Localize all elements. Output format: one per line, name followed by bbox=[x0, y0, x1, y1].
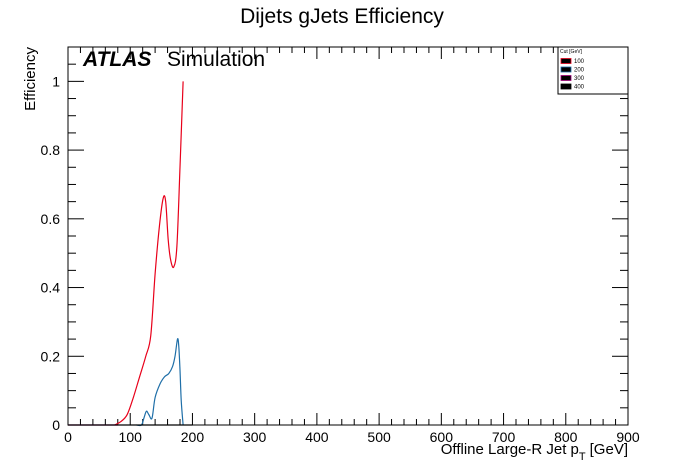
x-axis-label: Offline Large-R Jet pT [GeV] bbox=[441, 441, 628, 463]
x-tick-label: 500 bbox=[367, 429, 391, 445]
x-tick-label: 400 bbox=[305, 429, 329, 445]
atlas-label: ATLAS bbox=[82, 48, 151, 71]
x-tick-label: 900 bbox=[616, 429, 640, 445]
x-tick-label: 0 bbox=[64, 429, 72, 445]
series-layer bbox=[67, 81, 193, 427]
y-tick-label: 0.8 bbox=[41, 142, 61, 158]
y-tick-label: 0.2 bbox=[41, 348, 61, 364]
x-tick-label: 200 bbox=[181, 429, 205, 445]
legend-label-300: 300 bbox=[574, 76, 585, 82]
legend-swatch-300 bbox=[560, 75, 572, 81]
legend-swatch-400 bbox=[560, 83, 572, 90]
y-axis-ticks: 0 0.2 0.4 0.6 0.8 1 bbox=[41, 46, 628, 433]
x-tick-label: 700 bbox=[492, 429, 516, 445]
legend: Cut [GeV] 100 200 300 400 bbox=[557, 46, 629, 95]
atlas-sublabel: Simulation bbox=[167, 48, 265, 71]
legend-swatch-100 bbox=[560, 58, 572, 64]
y-axis-label: Efficiency bbox=[22, 47, 39, 111]
x-tick-label: 600 bbox=[430, 429, 454, 445]
axes bbox=[67, 46, 629, 426]
y-tick-label: 0.6 bbox=[41, 211, 61, 227]
y-tick-label: 0.4 bbox=[41, 280, 61, 296]
x-tick-label: 800 bbox=[554, 429, 578, 445]
x-tick-label: 300 bbox=[243, 429, 267, 445]
legend-swatch-200 bbox=[560, 66, 572, 73]
y-tick-label: 1 bbox=[52, 73, 60, 89]
series-line-100 bbox=[114, 81, 184, 426]
x-tick-label: 100 bbox=[119, 429, 143, 445]
legend-label-100: 100 bbox=[574, 59, 585, 65]
x-axis-ticks: 0 100 200 300 400 500 600 700 800 900 bbox=[64, 47, 640, 445]
chart-title: Dijets gJets Efficiency bbox=[240, 5, 444, 28]
series-line-200 bbox=[136, 338, 184, 427]
y-tick-label: 0 bbox=[52, 417, 60, 433]
legend-title: Cut [GeV] bbox=[560, 49, 583, 55]
plot-frame bbox=[67, 46, 629, 426]
legend-label-400: 400 bbox=[574, 85, 585, 91]
legend-label-200: 200 bbox=[574, 68, 585, 74]
